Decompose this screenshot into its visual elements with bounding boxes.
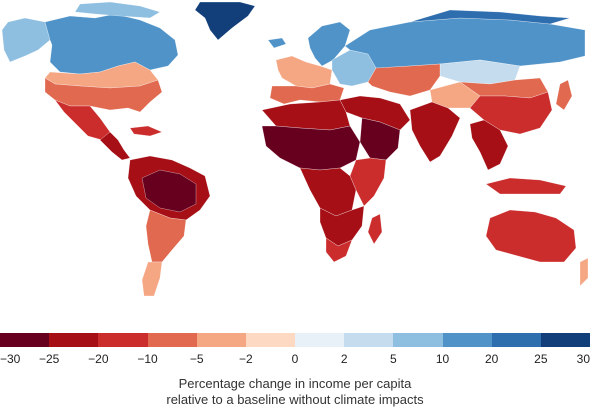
region-indonesia xyxy=(485,177,567,195)
region-madagascar xyxy=(367,213,383,245)
region-southern-africa xyxy=(319,205,365,247)
legend-bin-2 xyxy=(98,333,148,347)
region-east-africa xyxy=(349,157,387,207)
legend-bin-5 xyxy=(245,333,296,347)
world-map xyxy=(1,1,589,297)
legend-bin-10 xyxy=(491,333,541,347)
legend-tick-label: −30 xyxy=(0,352,21,366)
legend-bin-3 xyxy=(147,333,197,347)
region-sahel xyxy=(261,125,361,171)
region-patagonia xyxy=(141,261,163,297)
legend-tick-label: 0 xyxy=(291,352,299,366)
region-south-america-south xyxy=(145,209,187,263)
legend-bin-0 xyxy=(0,333,50,347)
legend-tick-label: −25 xyxy=(38,352,60,366)
region-south-africa xyxy=(325,237,353,263)
region-new-zealand xyxy=(579,257,589,287)
legend-tick-label: 30 xyxy=(576,352,590,366)
region-southeast-asia xyxy=(469,119,509,171)
region-central-america xyxy=(99,131,131,161)
legend-bin-11 xyxy=(540,333,590,347)
region-central-africa xyxy=(299,167,357,217)
legend-caption-line-2: relative to a baseline without climate i… xyxy=(166,392,424,407)
legend-tick-label: −2 xyxy=(238,352,253,366)
region-siberia-north xyxy=(409,9,571,25)
region-china xyxy=(469,91,553,135)
legend-tick-label: 10 xyxy=(435,352,450,366)
region-australia xyxy=(485,209,577,263)
legend-tick-labels: −30 −25 −20 −10 −5 −2 0 2 5 10 20 25 30 xyxy=(0,352,590,368)
region-india xyxy=(409,101,461,163)
legend-caption-line-1: Percentage change in income per capita xyxy=(178,376,412,391)
region-iceland xyxy=(267,37,287,49)
region-arabia xyxy=(359,117,401,161)
legend-caption: Percentage change in income per capita r… xyxy=(0,376,590,408)
region-canada xyxy=(44,13,179,75)
region-arctic-islands xyxy=(74,1,161,19)
map-svg xyxy=(1,1,589,297)
legend-bin-1 xyxy=(49,333,99,347)
region-north-africa xyxy=(261,99,351,131)
region-amazon xyxy=(141,169,197,213)
legend-bin-9 xyxy=(442,333,492,347)
legend-bin-7 xyxy=(344,333,394,347)
color-legend-bar xyxy=(0,333,590,347)
legend-tick-label: 2 xyxy=(340,352,348,366)
legend-bin-8 xyxy=(393,333,443,347)
region-japan xyxy=(555,79,573,111)
legend-bin-4 xyxy=(196,333,246,347)
legend-tick-label: −5 xyxy=(189,352,204,366)
region-russia xyxy=(344,17,586,69)
region-greenland xyxy=(194,1,256,41)
legend-tick-label: −20 xyxy=(88,352,109,366)
region-caribbean xyxy=(129,125,163,137)
legend-tick-label: 5 xyxy=(389,352,397,366)
legend-tick-label: −10 xyxy=(137,352,158,366)
region-alaska xyxy=(1,17,51,63)
region-scandinavia xyxy=(307,21,351,67)
region-middle-east xyxy=(339,95,411,131)
region-central-asia xyxy=(367,63,441,97)
legend-tick-label: 25 xyxy=(534,352,548,366)
legend-bin-6 xyxy=(295,333,345,347)
legend-tick-label: 20 xyxy=(484,352,499,366)
